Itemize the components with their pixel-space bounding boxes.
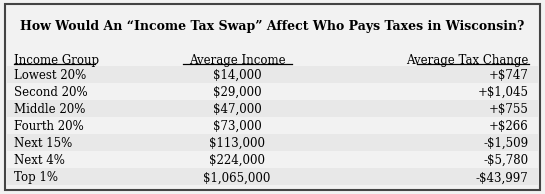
Text: Income Group: Income Group <box>14 54 99 67</box>
Text: Second 20%: Second 20% <box>14 86 87 99</box>
Text: $1,065,000: $1,065,000 <box>203 171 271 184</box>
Text: +$266: +$266 <box>489 120 529 133</box>
Text: $47,000: $47,000 <box>213 103 262 116</box>
Text: $29,000: $29,000 <box>213 86 262 99</box>
Text: $73,000: $73,000 <box>213 120 262 133</box>
Text: Average Tax Change: Average Tax Change <box>406 54 529 67</box>
Text: Average Income: Average Income <box>189 54 286 67</box>
Text: How Would An “Income Tax Swap” Affect Who Pays Taxes in Wisconsin?: How Would An “Income Tax Swap” Affect Wh… <box>20 20 525 33</box>
Text: $224,000: $224,000 <box>209 154 265 167</box>
Bar <box>7 168 538 185</box>
Text: -$43,997: -$43,997 <box>476 171 529 184</box>
Text: Top 1%: Top 1% <box>14 171 58 184</box>
Text: Lowest 20%: Lowest 20% <box>14 69 86 82</box>
Text: -$1,509: -$1,509 <box>483 137 529 150</box>
Bar <box>7 134 538 151</box>
Text: Middle 20%: Middle 20% <box>14 103 85 116</box>
Text: $113,000: $113,000 <box>209 137 265 150</box>
Bar <box>7 66 538 83</box>
Text: -$5,780: -$5,780 <box>483 154 529 167</box>
Bar <box>7 100 538 117</box>
Text: Fourth 20%: Fourth 20% <box>14 120 83 133</box>
Text: Next 15%: Next 15% <box>14 137 72 150</box>
Text: +$755: +$755 <box>489 103 529 116</box>
Text: $14,000: $14,000 <box>213 69 262 82</box>
Text: +$1,045: +$1,045 <box>477 86 529 99</box>
Text: +$747: +$747 <box>489 69 529 82</box>
Text: Next 4%: Next 4% <box>14 154 64 167</box>
